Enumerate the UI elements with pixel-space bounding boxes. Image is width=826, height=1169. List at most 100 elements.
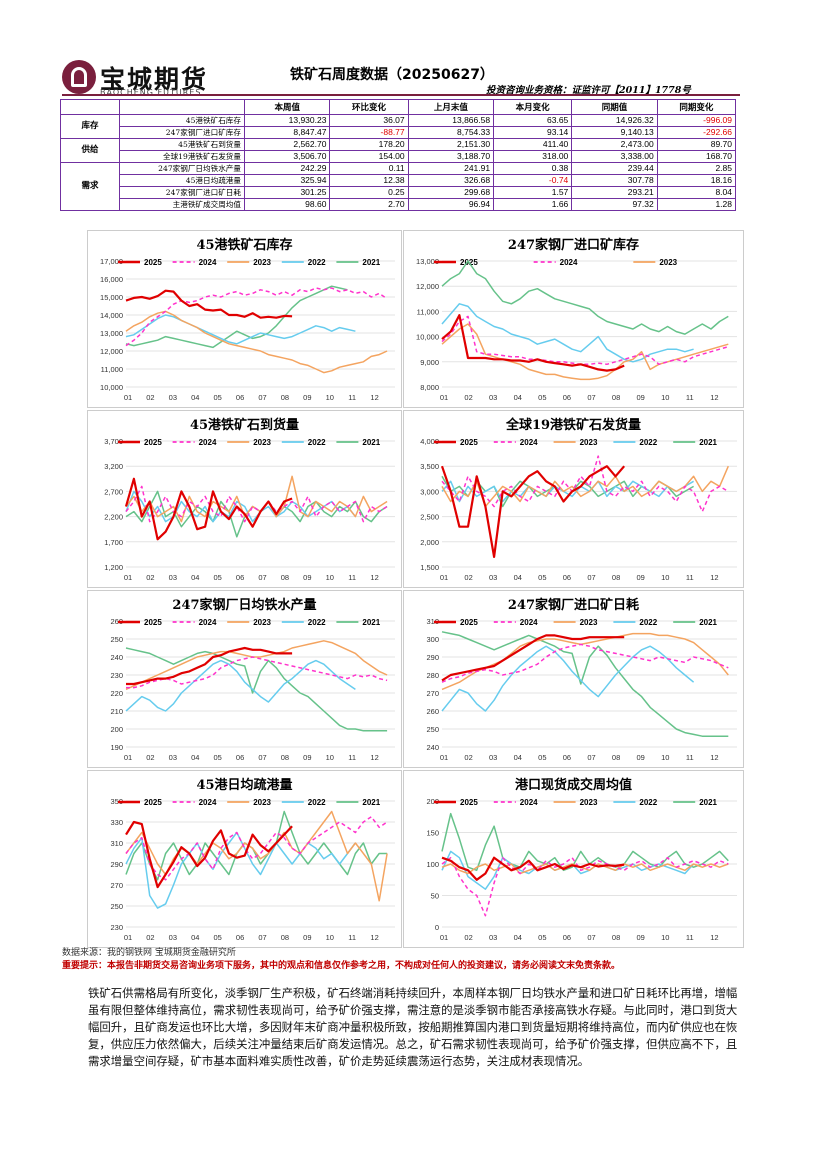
x-tick-label: 11: [348, 393, 356, 402]
x-tick-label: 09: [303, 573, 311, 582]
table-row: 45港日均疏港量 325.94 12.38 326.68 -0.74 307.78 18.1…: [61, 174, 737, 187]
x-tick-label: 01: [124, 753, 132, 762]
y-tick-label: 220: [110, 689, 123, 698]
legend-label: 2022: [308, 438, 326, 447]
table-cell: 239.44: [571, 162, 658, 175]
table-header-row: 本周值 环比变化 上月末值 本月变化 同期值 同期变化: [60, 99, 737, 115]
x-tick-label: 08: [281, 573, 289, 582]
x-tick-label: 10: [326, 393, 334, 402]
table-header-cell: 环比变化: [329, 99, 409, 115]
x-tick-label: 12: [710, 573, 718, 582]
table-row: 需求 247家钢厂日均铁水产量 242.29 0.11 241.91 0.38 239.44…: [60, 162, 737, 211]
table-cell: 293.21: [571, 186, 658, 199]
x-tick-label: 05: [538, 753, 546, 762]
legend-label: 2022: [308, 798, 326, 807]
legend-label: 2024: [199, 258, 217, 267]
table-item-label: 主港铁矿成交周均值: [119, 198, 245, 211]
table-cell: 154.00: [329, 150, 409, 163]
x-tick-label: 07: [587, 753, 595, 762]
x-tick-label: 06: [236, 753, 244, 762]
x-tick-label: 05: [538, 933, 546, 942]
series-line-2022: [441, 645, 695, 712]
y-tick-label: 290: [426, 653, 439, 662]
x-tick-label: 06: [563, 753, 571, 762]
x-tick-label: 05: [213, 753, 221, 762]
y-tick-label: 290: [110, 860, 123, 869]
logo: 宝城期货 BAOCHENG FUTURES: [62, 60, 242, 98]
table-group-label: 库存: [60, 114, 120, 139]
x-tick-label: 11: [348, 573, 356, 582]
x-tick-label: 06: [563, 573, 571, 582]
x-tick-label: 06: [563, 933, 571, 942]
x-tick-label: 08: [612, 393, 620, 402]
x-tick-label: 03: [169, 933, 177, 942]
y-tick-label: 260: [426, 707, 439, 716]
chart-global-shipments: 全球19港铁矿石发货量 4,000 3,500 3,000 2,500 2,000 1,50…: [403, 410, 744, 588]
x-tick-label: 04: [514, 393, 522, 402]
x-tick-label: 05: [538, 393, 546, 402]
y-tick-label: 9,000: [420, 358, 439, 367]
x-tick-label: 08: [612, 573, 620, 582]
x-tick-label: 05: [213, 393, 221, 402]
x-tick-label: 09: [303, 753, 311, 762]
x-tick-label: 10: [326, 573, 334, 582]
x-tick-label: 01: [440, 393, 448, 402]
table-cell: 2.70: [329, 198, 409, 211]
table-cell: 242.29: [243, 162, 331, 175]
table-cell: 13,866.58: [407, 114, 495, 127]
y-tick-label: 190: [110, 743, 123, 752]
series-line-2021: [125, 647, 388, 732]
table-cell: 326.68: [407, 174, 495, 187]
table-cell: 12.38: [329, 174, 409, 187]
table-cell: 2,473.00: [571, 138, 658, 151]
y-tick-label: 350: [110, 797, 123, 806]
x-tick-label: 03: [169, 573, 177, 582]
table-cell: 14,926.32: [571, 114, 658, 127]
x-tick-label: 02: [464, 933, 472, 942]
chart-port-arrivals: 45港铁矿石到货量 3,700 3,200 2,700 2,200 1,700 1,200 0…: [87, 410, 402, 588]
x-tick-label: 04: [514, 753, 522, 762]
chart-svg: 港口现货成交周均值 200 150 100 50 001 02 03 04 05 06 07 08 09 1…: [426, 777, 737, 942]
x-tick-label: 04: [191, 933, 199, 942]
chart-title: 全球19港铁矿石发货量: [505, 417, 641, 433]
legend-label: 2023: [580, 438, 598, 447]
y-tick-label: 2,700: [104, 487, 123, 496]
x-tick-label: 10: [326, 933, 334, 942]
table-cell: 299.68: [407, 186, 495, 199]
x-tick-label: 10: [326, 753, 334, 762]
legend-label: 2024: [560, 258, 578, 267]
y-tick-label: 260: [110, 617, 123, 626]
x-tick-label: 01: [124, 573, 132, 582]
chart-title: 45港铁矿石库存: [196, 237, 292, 253]
table-cell: 168.70: [656, 150, 737, 163]
y-tick-label: 330: [110, 818, 123, 827]
x-tick-label: 09: [636, 933, 644, 942]
y-tick-label: 100: [426, 860, 439, 869]
table-item-label: 全球19港铁矿石发货量: [119, 150, 245, 163]
table-cell: 1.28: [656, 198, 737, 211]
chart-title: 45港日均疏港量: [196, 777, 292, 793]
series-line-2022: [125, 314, 356, 345]
table-header-cell: 同期值: [571, 99, 658, 115]
legend-label: 2024: [199, 618, 217, 627]
table-item-label: 247家钢厂日均铁水产量: [119, 162, 245, 175]
table-header-cell: 本月变化: [493, 99, 573, 115]
x-tick-label: 09: [636, 573, 644, 582]
legend-label: 2024: [520, 798, 538, 807]
table-item-label: 45港铁矿石到货量: [119, 138, 245, 151]
x-tick-label: 12: [370, 933, 378, 942]
table-header-cell: [119, 99, 245, 115]
x-tick-label: 07: [587, 393, 595, 402]
chart-ore-consumption: 247家钢厂进口矿日耗 310 300 290 280 270 260 250 240 01 02 0…: [403, 590, 744, 768]
y-tick-label: 250: [110, 635, 123, 644]
x-tick-label: 07: [258, 573, 266, 582]
series-line-2022: [125, 490, 356, 523]
x-tick-label: 06: [236, 933, 244, 942]
series-line-2022: [441, 303, 694, 363]
table-cell: 3,338.00: [571, 150, 658, 163]
y-tick-label: 200: [426, 797, 439, 806]
x-tick-label: 08: [281, 753, 289, 762]
x-tick-label: 03: [489, 573, 497, 582]
series-line-2024: [441, 315, 729, 366]
